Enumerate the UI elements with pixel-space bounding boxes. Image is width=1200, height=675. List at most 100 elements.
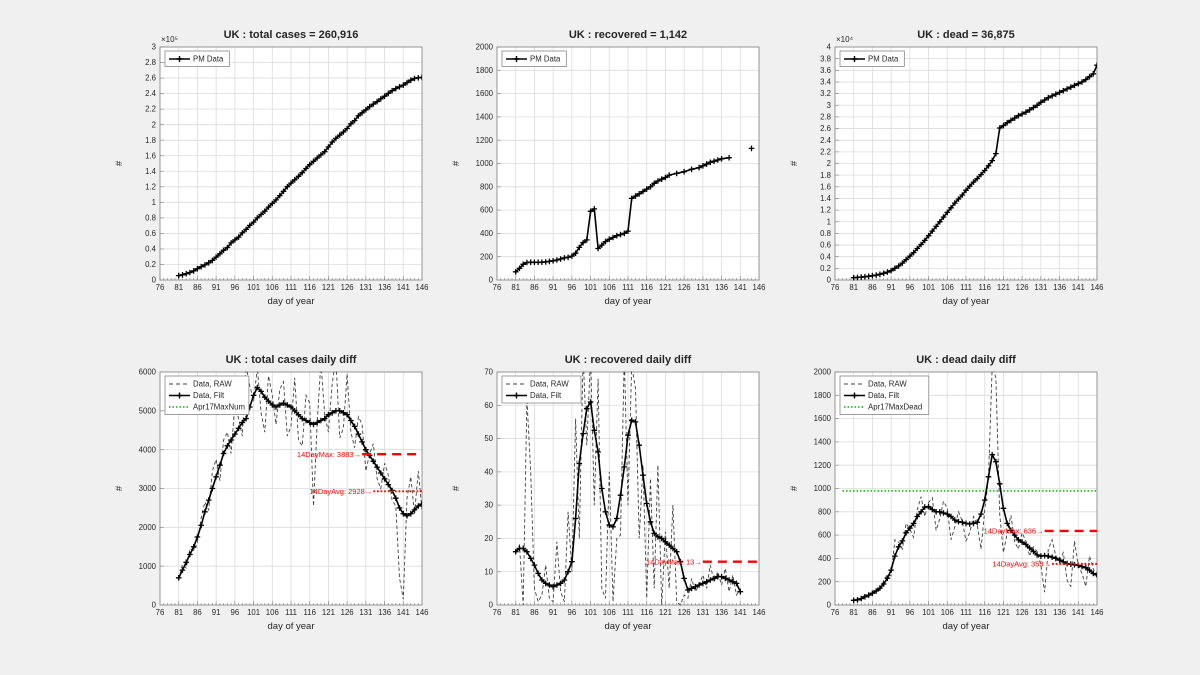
svg-text:2: 2: [827, 159, 831, 168]
y-axis-label: #: [789, 485, 800, 491]
svg-text:1000: 1000: [139, 562, 157, 571]
svg-text:101: 101: [584, 608, 597, 617]
svg-text:0.2: 0.2: [820, 264, 831, 273]
svg-text:50: 50: [484, 434, 493, 443]
svg-text:2.4: 2.4: [820, 136, 832, 145]
svg-text:3.8: 3.8: [820, 54, 831, 63]
svg-text:1.2: 1.2: [145, 182, 156, 191]
svg-text:3.4: 3.4: [820, 78, 832, 87]
svg-text:91: 91: [212, 283, 221, 292]
chart-svg: 76 81 86 91 96 101 106 111 116 121 126 131 136 141 146…: [114, 354, 429, 632]
svg-text:96: 96: [231, 608, 240, 617]
svg-text:141: 141: [734, 608, 747, 617]
markers-pm-data: [850, 62, 1097, 281]
svg-text:131: 131: [359, 283, 372, 292]
axis-ticks: [496, 371, 760, 606]
svg-text:106: 106: [603, 283, 616, 292]
svg-text:1.6: 1.6: [145, 151, 156, 160]
svg-text:PM Data: PM Data: [193, 55, 224, 64]
svg-text:101: 101: [247, 283, 260, 292]
svg-text:106: 106: [603, 608, 616, 617]
svg-text:116: 116: [978, 283, 990, 292]
chart-title: UK : total cases daily diff: [226, 354, 357, 366]
svg-text:PM Data: PM Data: [868, 55, 899, 64]
svg-text:1000: 1000: [814, 484, 832, 493]
svg-text:400: 400: [480, 229, 494, 238]
tick-labels: 76 81 86 91 96 101 106 111 116 121 126 131 136 141 146…: [476, 43, 766, 292]
tick-labels: 76 81 86 91 96 101 106 111 116 121 126 131 136 141 146…: [820, 43, 1103, 292]
chart-svg: 76 81 86 91 96 101 106 111 116 121 126 131 136 141 146…: [451, 354, 766, 632]
svg-text:0.8: 0.8: [820, 229, 831, 238]
x-axis-label: day of year: [943, 621, 990, 632]
svg-text:121: 121: [659, 283, 672, 292]
svg-text:136: 136: [715, 283, 728, 292]
svg-text:141: 141: [397, 608, 410, 617]
data-region: [512, 371, 744, 606]
svg-text:126: 126: [1016, 283, 1029, 292]
svg-text:1.8: 1.8: [820, 171, 831, 180]
svg-text:111: 111: [960, 283, 972, 292]
legend: Data, RAW Data, Filt Apr17MaxDead: [839, 375, 930, 415]
data-region: [175, 371, 422, 600]
svg-text:116: 116: [303, 608, 315, 617]
markers-pm-data-latest-point-: [748, 145, 755, 152]
svg-text:1800: 1800: [476, 66, 494, 75]
svg-text:116: 116: [640, 283, 652, 292]
axis-ticks: [496, 46, 760, 281]
tick-labels: 76 81 86 91 96 101 106 111 116 121 126 131 136 141 146…: [145, 43, 428, 292]
svg-text:111: 111: [622, 608, 634, 617]
svg-text:136: 136: [378, 283, 391, 292]
svg-text:121: 121: [659, 608, 672, 617]
svg-text:121: 121: [322, 283, 335, 292]
svg-text:0.8: 0.8: [145, 213, 156, 222]
svg-text:5000: 5000: [139, 406, 157, 415]
svg-text:91: 91: [549, 283, 558, 292]
svg-text:81: 81: [849, 283, 858, 292]
svg-text:200: 200: [480, 252, 494, 261]
tick-labels: 76 81 86 91 96 101 106 111 116 121 126 131 136 141 146…: [814, 368, 1104, 617]
svg-text:146: 146: [415, 608, 428, 617]
svg-text:Data, Filt: Data, Filt: [530, 391, 562, 400]
svg-text:1: 1: [152, 198, 156, 207]
tick-labels: 76 81 86 91 96 101 106 111 116 121 126 131 136 141 146…: [139, 368, 429, 617]
svg-text:0: 0: [827, 601, 832, 610]
svg-text:0: 0: [827, 276, 832, 285]
svg-text:86: 86: [868, 608, 877, 617]
svg-text:30: 30: [484, 501, 493, 510]
y-axis-exponent: ×10⁵: [161, 35, 178, 44]
data-region: [842, 371, 1097, 604]
svg-text:Data, Filt: Data, Filt: [868, 391, 900, 400]
x-axis-label: day of year: [268, 296, 315, 307]
svg-text:91: 91: [549, 608, 558, 617]
svg-text:136: 136: [1053, 608, 1066, 617]
annotation-label: 14DayAvg: 353→: [992, 559, 1051, 568]
chart-recovered: 76 81 86 91 96 101 106 111 116 121 126 131 136 141 146…: [439, 17, 776, 342]
svg-text:106: 106: [941, 608, 954, 617]
svg-text:106: 106: [266, 608, 279, 617]
svg-text:2.2: 2.2: [145, 105, 156, 114]
svg-text:0.2: 0.2: [145, 260, 156, 269]
svg-text:141: 141: [734, 283, 747, 292]
svg-text:141: 141: [397, 283, 410, 292]
svg-text:81: 81: [511, 283, 520, 292]
svg-text:3: 3: [827, 101, 831, 110]
svg-text:76: 76: [493, 283, 502, 292]
svg-text:136: 136: [1053, 283, 1066, 292]
svg-text:96: 96: [906, 283, 915, 292]
svg-text:121: 121: [997, 608, 1010, 617]
chart-title: UK : total cases = 260,916: [224, 29, 359, 41]
x-axis-label: day of year: [943, 296, 990, 307]
svg-text:86: 86: [193, 283, 202, 292]
svg-text:1.4: 1.4: [820, 194, 832, 203]
chart-svg: 76 81 86 91 96 101 106 111 116 121 126 131 136 141 146…: [789, 354, 1104, 632]
svg-text:40: 40: [484, 467, 493, 476]
data-region: [512, 145, 755, 275]
svg-text:2.8: 2.8: [820, 113, 831, 122]
annotation-label: 14DayMax: 636→: [984, 527, 1044, 536]
svg-text:400: 400: [818, 554, 832, 563]
svg-text:2.2: 2.2: [820, 147, 831, 156]
chart-svg: 76 81 86 91 96 101 106 111 116 121 126 131 136 141 146…: [789, 29, 1104, 307]
svg-text:91: 91: [212, 608, 221, 617]
svg-text:126: 126: [1016, 608, 1029, 617]
svg-text:1800: 1800: [814, 391, 832, 400]
